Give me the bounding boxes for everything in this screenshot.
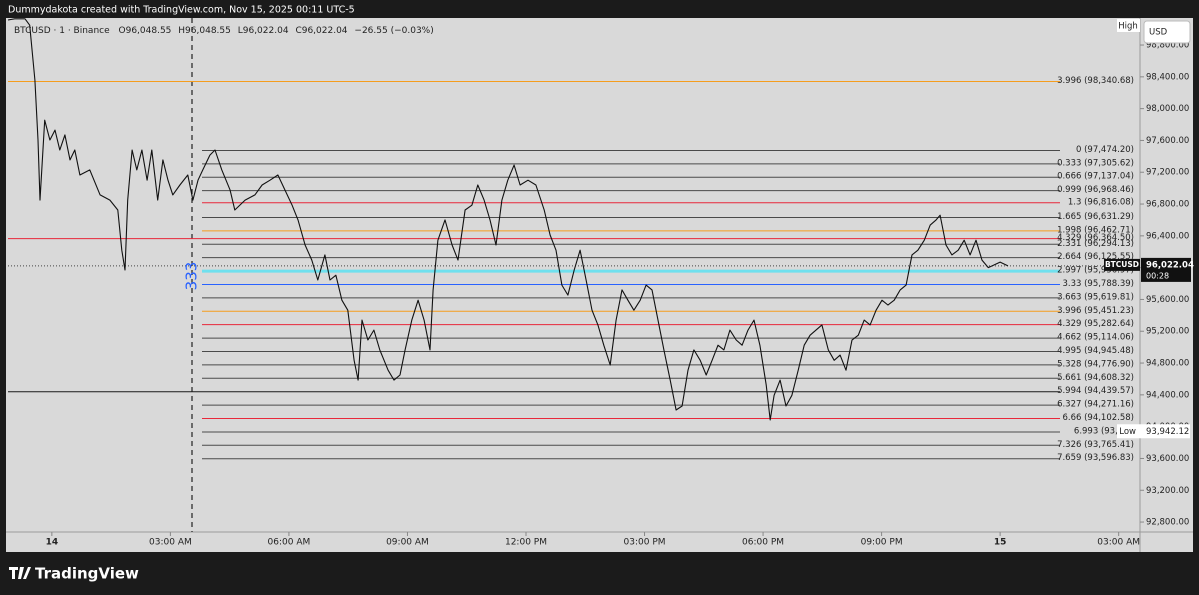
low-value: 93,942.12 xyxy=(1146,427,1189,437)
symbol-name: BTCUSD · 1 · Binance xyxy=(14,26,110,36)
brand-logo xyxy=(9,567,31,579)
y-tick-label: 94,800.00 xyxy=(1146,359,1189,369)
fib-label: 1.665 (96,631.29) xyxy=(1057,212,1134,222)
fib-label: 1.998 (96,462.71) xyxy=(1057,225,1134,235)
x-tick-label: 15 xyxy=(994,538,1007,548)
fib-label: 6.993 (93,933 xyxy=(1074,426,1134,436)
fib-label: 2.664 (96,125.55) xyxy=(1057,252,1134,262)
x-tick-label: 03:00 PM xyxy=(624,538,666,548)
fib-label: 4.662 (95,114.06) xyxy=(1057,333,1134,343)
y-tick-label: 92,800.00 xyxy=(1146,518,1189,528)
y-tick-label: 94,400.00 xyxy=(1146,390,1189,400)
price-tag-label: 96,022.04 xyxy=(1146,260,1194,270)
price-tag-bg xyxy=(1141,257,1191,282)
fib-label: 5.994 (94,439.57) xyxy=(1057,386,1134,396)
x-tick-label: 14 xyxy=(46,538,59,548)
fib-label: 5.661 (94,608.32) xyxy=(1057,373,1134,383)
ohlc-change: −26.55 (−0.03%) xyxy=(354,26,433,36)
symbol-tag-bg xyxy=(1104,258,1140,271)
fib-label: 4.329 (96,364.50) xyxy=(1057,233,1134,243)
symbol-tag: BTCUSD xyxy=(1105,260,1139,269)
brand-icon xyxy=(9,567,31,579)
y-tick-label: 96,800.00 xyxy=(1146,200,1189,210)
y-tick-label: 97,200.00 xyxy=(1146,168,1189,178)
symbol-info: BTCUSD · 1 · Binance O96,048.55 H96,048.… xyxy=(14,26,434,36)
fib-label: 3.996 (95,451.23) xyxy=(1057,306,1134,316)
header-credit: Dummydakota created with TradingView.com… xyxy=(8,5,355,16)
fib-label: 3.663 (95,619.81) xyxy=(1057,292,1134,302)
fib-label: 7.326 (93,765.41) xyxy=(1057,440,1134,450)
ohlc-open: O96,048.55 xyxy=(119,26,172,36)
x-tick-label: 03:00 AM xyxy=(1097,538,1140,548)
y-tick-label: 93,200.00 xyxy=(1146,486,1189,496)
ohlc-close: C96,022.04 xyxy=(295,26,347,36)
currency-label[interactable]: USD xyxy=(1149,28,1168,38)
currency-button[interactable] xyxy=(1143,20,1191,44)
y-tick-label: 95,600.00 xyxy=(1146,295,1189,305)
fib-label: 2.331 (96,294.13) xyxy=(1057,239,1134,249)
fib-label: 0.666 (97,137.04) xyxy=(1057,172,1134,182)
fib-label: 7.659 (93,596.83) xyxy=(1057,453,1134,463)
y-tick-label: 97,600.00 xyxy=(1146,136,1189,146)
high-label: High xyxy=(1118,22,1138,32)
ohlc-low: L96,022.04 xyxy=(238,26,289,36)
brand-name: TradingView xyxy=(35,565,139,583)
x-tick-label: 12:00 PM xyxy=(505,538,547,548)
x-tick-label: 06:00 PM xyxy=(742,538,784,548)
countdown: 00:28 xyxy=(1146,271,1169,280)
y-tick-label: 98,400.00 xyxy=(1146,72,1189,82)
fib-label: 4.995 (94,945.48) xyxy=(1057,346,1134,356)
fib-label: 6.327 (94,271.16) xyxy=(1057,400,1134,410)
price-line xyxy=(7,18,1009,421)
y-tick-label: 95,200.00 xyxy=(1146,327,1189,337)
low-label: Low xyxy=(1119,427,1136,437)
low-tag-bg xyxy=(1117,424,1190,439)
fib-label: 6.66 (94,102.58) xyxy=(1062,413,1134,423)
fib-label: 0 (97,474.20) xyxy=(1076,145,1134,155)
annotation: 333 xyxy=(183,262,201,291)
x-tick-label: 03:00 AM xyxy=(149,538,192,548)
y-tick-label: 98,800.00 xyxy=(1146,41,1189,51)
x-tick-label: 09:00 AM xyxy=(386,538,429,548)
ohlc-high: H96,048.55 xyxy=(178,26,231,36)
y-tick-label: 93,600.00 xyxy=(1146,454,1189,464)
fib-label: 0.333 (97,305.62) xyxy=(1057,158,1134,168)
x-tick-label: 09:00 PM xyxy=(861,538,903,548)
fib-label: 3.996 (98,340.68) xyxy=(1057,76,1134,86)
y-tick-label: 98,000.00 xyxy=(1146,104,1189,114)
chart-pane xyxy=(6,18,1193,552)
fib-label: 5.328 (94,776.90) xyxy=(1057,359,1134,369)
fib-label: 4.329 (95,282.64) xyxy=(1057,319,1134,329)
fib-label: 3.33 (95,788.39) xyxy=(1062,279,1134,289)
high-tag xyxy=(1117,19,1140,32)
x-tick-label: 06:00 AM xyxy=(268,538,311,548)
fib-label: 2.997 (95,956.97) xyxy=(1057,266,1134,276)
fib-label: 1.3 (96,816.08) xyxy=(1068,197,1134,207)
y-tick-label: 96,400.00 xyxy=(1146,231,1189,241)
fib-label: 0.999 (96,968.46) xyxy=(1057,185,1134,195)
